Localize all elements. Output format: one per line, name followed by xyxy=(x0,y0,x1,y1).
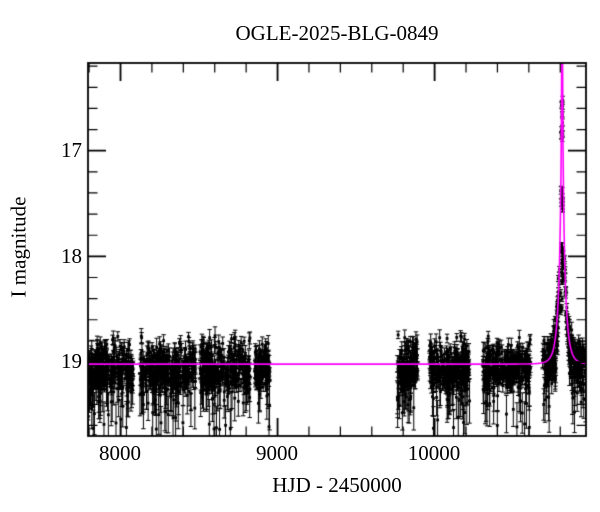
x-tick-label-8000: 8000 xyxy=(99,441,141,465)
y-tick-label-19: 19 xyxy=(61,349,82,373)
y-tick-label-17: 17 xyxy=(61,138,82,162)
y-tick-label-18: 18 xyxy=(61,244,82,268)
x-tick-label-9000: 9000 xyxy=(256,441,298,465)
x-axis-label: HJD - 2450000 xyxy=(272,473,402,497)
chart-title: OGLE-2025-BLG-0849 xyxy=(235,21,439,45)
y-axis-label: I magnitude xyxy=(6,196,31,298)
x-tick-label-10000: 10000 xyxy=(407,441,461,465)
